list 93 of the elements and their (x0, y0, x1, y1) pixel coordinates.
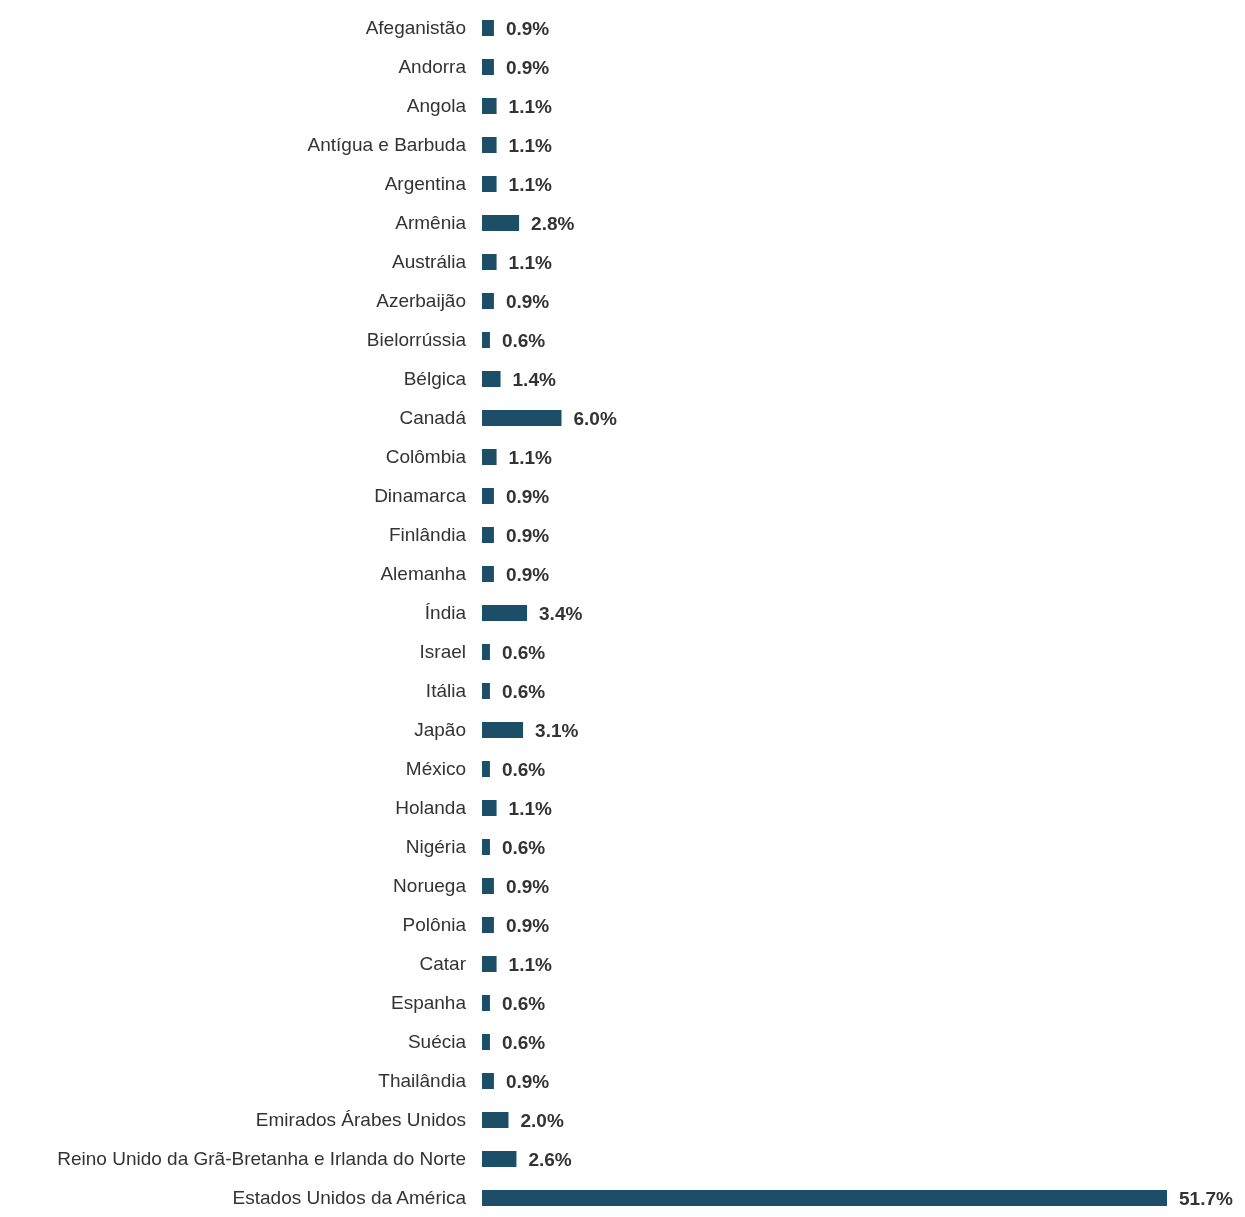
bar (482, 761, 490, 777)
data-label: 0.9% (505, 563, 550, 585)
data-label: 1.1% (508, 173, 552, 195)
y-tick-label: Israel (419, 641, 466, 663)
bar (482, 98, 497, 114)
data-label: 2.0% (520, 1109, 564, 1131)
y-tick-label: Japão (414, 719, 466, 741)
data-label: 0.6% (501, 758, 546, 780)
data-label: 0.9% (505, 56, 550, 78)
data-label: 0.9% (505, 914, 550, 936)
data-label: 2.6% (528, 1148, 572, 1170)
bar (482, 1073, 494, 1089)
y-tick-label: Reino Unido da Grã-Bretanha e Irlanda do Norte (57, 1148, 466, 1170)
data-label: 0.9% (505, 485, 550, 507)
data-label: 0.6% (501, 641, 546, 663)
y-tick-label: Bielorrússia (366, 329, 467, 351)
data-label: 1.1% (508, 797, 552, 819)
data-label: 0.6% (501, 992, 546, 1014)
data-label: 1.1% (508, 134, 552, 156)
y-tick-label: Armênia (395, 212, 467, 234)
bar (482, 1112, 509, 1128)
y-tick-label: Nigéria (405, 836, 467, 858)
data-label: 0.9% (505, 17, 550, 39)
bar (482, 839, 490, 855)
y-tick-label: Argentina (384, 173, 467, 195)
bar (482, 293, 494, 309)
y-tick-label: Dinamarca (374, 485, 467, 507)
data-label: 0.6% (501, 680, 546, 702)
data-label: 6.0% (573, 407, 617, 429)
data-label: 1.1% (508, 953, 552, 975)
bar (482, 410, 562, 426)
data-label: 0.9% (505, 1070, 550, 1092)
data-label: 0.9% (505, 875, 550, 897)
y-tick-label: Angola (406, 95, 467, 117)
data-label: 2.8% (531, 212, 575, 234)
bar (482, 878, 494, 894)
data-label: 0.6% (501, 836, 546, 858)
y-tick-label: Catar (419, 953, 467, 975)
y-tick-label: Thailândia (378, 1070, 467, 1092)
y-tick-label: Colômbia (385, 446, 467, 468)
data-label: 1.4% (512, 368, 556, 390)
data-label: 0.6% (501, 1031, 546, 1053)
bar (482, 956, 497, 972)
bar (482, 371, 501, 387)
y-tick-label: Bélgica (403, 368, 467, 390)
y-tick-label: Andorra (398, 56, 467, 78)
bar (482, 332, 490, 348)
bar (482, 722, 524, 738)
data-label: 51.7% (1179, 1187, 1233, 1209)
bar (482, 995, 490, 1011)
y-tick-label: Austrália (392, 251, 467, 273)
y-tick-label: Estados Unidos da América (232, 1187, 467, 1209)
y-tick-label: Alemanha (380, 563, 467, 585)
data-label: 0.9% (505, 290, 550, 312)
bar (482, 566, 494, 582)
bar (482, 644, 490, 660)
bar (482, 254, 497, 270)
y-tick-label: Afeganistão (365, 17, 466, 39)
y-tick-label: Polônia (402, 914, 467, 936)
y-tick-label: Suécia (407, 1031, 467, 1053)
y-tick-label: Canadá (399, 407, 467, 429)
data-label: 1.1% (508, 95, 552, 117)
y-tick-label: Emirados Árabes Unidos (255, 1109, 466, 1131)
y-tick-label: Azerbaijão (376, 290, 466, 312)
bar (482, 605, 528, 621)
bar (482, 449, 497, 465)
y-tick-label: Holanda (395, 797, 467, 819)
bar (482, 1034, 490, 1050)
y-tick-label: Antígua e Barbuda (307, 134, 467, 156)
y-tick-label: Espanha (390, 992, 467, 1014)
y-tick-label: Itália (425, 680, 467, 702)
bar (482, 215, 520, 231)
y-tick-label: Índia (424, 602, 467, 624)
y-tick-label: Noruega (393, 875, 467, 897)
bar (482, 527, 494, 543)
y-tick-label: Finlândia (388, 524, 467, 546)
bar (482, 176, 497, 192)
bar (482, 1190, 1167, 1206)
data-label: 0.9% (505, 524, 550, 546)
bar (482, 488, 494, 504)
bar (482, 683, 490, 699)
bar (482, 20, 494, 36)
bar (482, 1151, 517, 1167)
y-tick-label: México (405, 758, 466, 780)
bar (482, 59, 494, 75)
data-label: 1.1% (508, 251, 552, 273)
bar (482, 800, 497, 816)
bar (482, 137, 497, 153)
data-label: 3.1% (535, 719, 579, 741)
data-label: 3.4% (539, 602, 583, 624)
bar (482, 917, 494, 933)
data-label: 0.6% (501, 329, 546, 351)
data-label: 1.1% (508, 446, 552, 468)
